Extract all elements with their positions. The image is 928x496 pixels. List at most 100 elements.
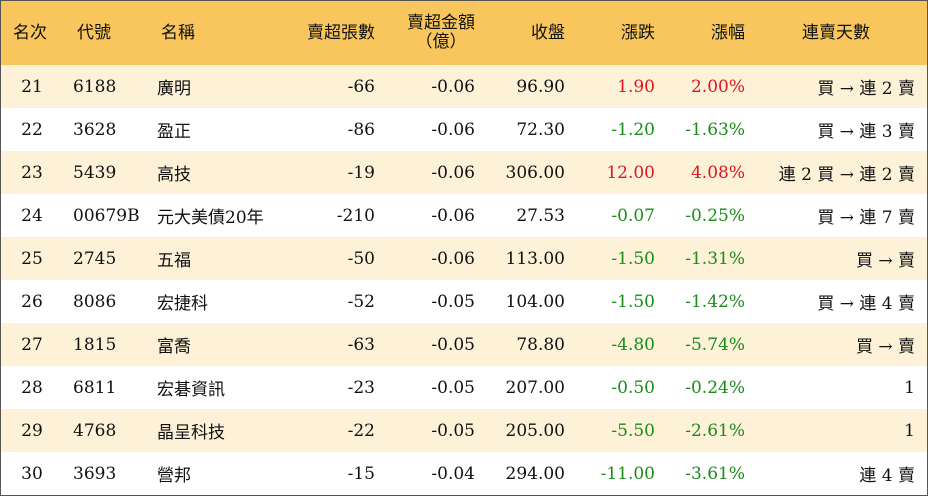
- change-pct-cell: -1.31%: [685, 248, 745, 269]
- price-change-cell: 1.90: [617, 76, 655, 97]
- table-row[interactable]: 27 1815 富喬 -63 -0.05 78.80 -4.80 -5.74% 買 → 賣: [1, 323, 927, 366]
- streak-cell: 買 → 連 3 賣: [817, 122, 915, 142]
- streak-cell: 買 → 連 2 賣: [817, 79, 915, 99]
- header-row: 名次 代號 名稱 賣超張數 賣超金額 （億） 收盤 漲跌 漲幅 連賣天數: [1, 1, 927, 65]
- header-streak[interactable]: 連賣天數: [802, 22, 870, 43]
- streak-cell: 買 → 連 7 賣: [817, 208, 915, 228]
- rank-cell: 27: [21, 334, 43, 355]
- header-net-sell-amount-line2: （億）: [415, 32, 467, 52]
- price-change-cell: -1.50: [611, 248, 655, 269]
- header-net-sell-amount-line1: 賣超金額: [407, 13, 475, 33]
- header-net-sell-amount[interactable]: 賣超金額 （億）: [381, 1, 481, 65]
- table-row[interactable]: 28 6811 宏碁資訊 -23 -0.05 207.00 -0.50 -0.24% 1: [1, 366, 927, 409]
- price-change-cell: -11.00: [600, 463, 655, 484]
- stock-name-cell: 元大美債20年: [157, 208, 264, 228]
- close-price-cell: 205.00: [505, 420, 565, 441]
- rank-cell: 23: [21, 162, 43, 183]
- net-sell-amount-cell: -0.06: [431, 248, 475, 269]
- change-pct-cell: -0.25%: [685, 205, 745, 226]
- net-sell-amount-cell: -0.06: [431, 76, 475, 97]
- rank-cell: 30: [21, 463, 43, 484]
- header-change-pct[interactable]: 漲幅: [711, 22, 745, 43]
- table-row[interactable]: 26 8086 宏捷科 -52 -0.05 104.00 -1.50 -1.42% 買 → 連 …: [1, 280, 927, 323]
- header-name[interactable]: 名稱: [161, 22, 195, 43]
- stock-code-cell: 3628: [73, 119, 117, 140]
- net-sell-lots-cell: -50: [347, 248, 375, 269]
- header-change[interactable]: 漲跌: [621, 22, 655, 43]
- price-change-cell: -0.50: [611, 377, 655, 398]
- table-header: 名次 代號 名稱 賣超張數 賣超金額 （億） 收盤 漲跌 漲幅 連賣天數: [1, 1, 927, 65]
- net-sell-lots-cell: -23: [347, 377, 375, 398]
- rank-cell: 28: [21, 377, 43, 398]
- table-row[interactable]: 21 6188 廣明 -66 -0.06 96.90 1.90 2.00% 買 → 連 2 賣: [1, 65, 927, 108]
- table-row[interactable]: 29 4768 晶呈科技 -22 -0.05 205.00 -5.50 -2.61% 1: [1, 409, 927, 452]
- stock-code-cell: 3693: [73, 463, 117, 484]
- stock-name-cell: 盈正: [157, 122, 191, 142]
- net-sell-amount-cell: -0.05: [431, 334, 475, 355]
- net-sell-amount-cell: -0.06: [431, 205, 475, 226]
- change-pct-cell: -5.74%: [685, 334, 745, 355]
- table-row[interactable]: 25 2745 五福 -50 -0.06 113.00 -1.50 -1.31% 買 → 賣: [1, 237, 927, 280]
- close-price-cell: 294.00: [505, 463, 565, 484]
- stock-code-cell: 1815: [73, 334, 117, 355]
- stock-code-cell: 6188: [73, 76, 117, 97]
- net-sell-amount-cell: -0.05: [431, 291, 475, 312]
- net-sell-lots-cell: -22: [347, 420, 375, 441]
- change-pct-cell: -1.63%: [685, 119, 745, 140]
- price-change-cell: -1.50: [611, 291, 655, 312]
- change-pct-cell: 4.08%: [690, 162, 745, 183]
- streak-cell: 1: [904, 420, 915, 441]
- streak-cell: 1: [904, 377, 915, 398]
- change-pct-cell: -2.61%: [685, 420, 745, 441]
- table-row[interactable]: 23 5439 高技 -19 -0.06 306.00 12.00 4.08% 連 2 買 → …: [1, 151, 927, 194]
- table-row[interactable]: 24 00679B 元大美債20年 -210 -0.06 27.53 -0.07 -0.25%…: [1, 194, 927, 237]
- stock-code-cell: 00679B: [73, 205, 140, 226]
- close-price-cell: 113.00: [505, 248, 565, 269]
- price-change-cell: -5.50: [611, 420, 655, 441]
- stock-code-cell: 6811: [73, 377, 117, 398]
- net-sell-lots-cell: -66: [347, 76, 375, 97]
- change-pct-cell: -1.42%: [685, 291, 745, 312]
- net-sell-lots-cell: -52: [347, 291, 375, 312]
- net-sell-amount-cell: -0.05: [431, 420, 475, 441]
- close-price-cell: 72.30: [516, 119, 565, 140]
- stock-name-cell: 晶呈科技: [157, 423, 225, 443]
- price-change-cell: 12.00: [606, 162, 655, 183]
- stock-name-cell: 宏碁資訊: [157, 380, 225, 400]
- table-row[interactable]: 22 3628 盈正 -86 -0.06 72.30 -1.20 -1.63% 買 → 連 3 …: [1, 108, 927, 151]
- stock-name-cell: 高技: [157, 165, 191, 185]
- change-pct-cell: 2.00%: [690, 76, 745, 97]
- header-code[interactable]: 代號: [77, 22, 111, 43]
- rank-cell: 29: [21, 420, 43, 441]
- streak-cell: 連 4 賣: [859, 466, 915, 486]
- header-net-sell-lots[interactable]: 賣超張數: [307, 22, 375, 43]
- stock-code-cell: 5439: [73, 162, 117, 183]
- rank-cell: 21: [21, 76, 43, 97]
- table-row[interactable]: 30 3693 營邦 -15 -0.04 294.00 -11.00 -3.61% 連 4 賣: [1, 452, 927, 495]
- header-rank[interactable]: 名次: [13, 22, 47, 43]
- price-change-cell: -1.20: [611, 119, 655, 140]
- close-price-cell: 207.00: [505, 377, 565, 398]
- price-change-cell: -4.80: [611, 334, 655, 355]
- net-sell-lots-cell: -210: [336, 205, 375, 226]
- net-sell-amount-cell: -0.06: [431, 162, 475, 183]
- close-price-cell: 78.80: [516, 334, 565, 355]
- streak-cell: 買 → 賣: [855, 251, 915, 271]
- close-price-cell: 27.53: [516, 205, 565, 226]
- streak-cell: 連 2 買 → 連 2 賣: [778, 165, 915, 185]
- stock-name-cell: 富喬: [157, 337, 191, 357]
- close-price-cell: 306.00: [505, 162, 565, 183]
- header-close[interactable]: 收盤: [531, 22, 565, 43]
- net-sell-amount-cell: -0.05: [431, 377, 475, 398]
- rank-cell: 24: [21, 205, 43, 226]
- stock-name-cell: 營邦: [157, 466, 191, 486]
- streak-cell: 買 → 連 4 賣: [817, 294, 915, 314]
- net-sell-amount-cell: -0.06: [431, 119, 475, 140]
- stock-code-cell: 2745: [73, 248, 117, 269]
- stock-name-cell: 五福: [157, 251, 191, 271]
- net-sell-lots-cell: -63: [347, 334, 375, 355]
- net-sell-amount-cell: -0.04: [431, 463, 475, 484]
- rank-cell: 22: [21, 119, 43, 140]
